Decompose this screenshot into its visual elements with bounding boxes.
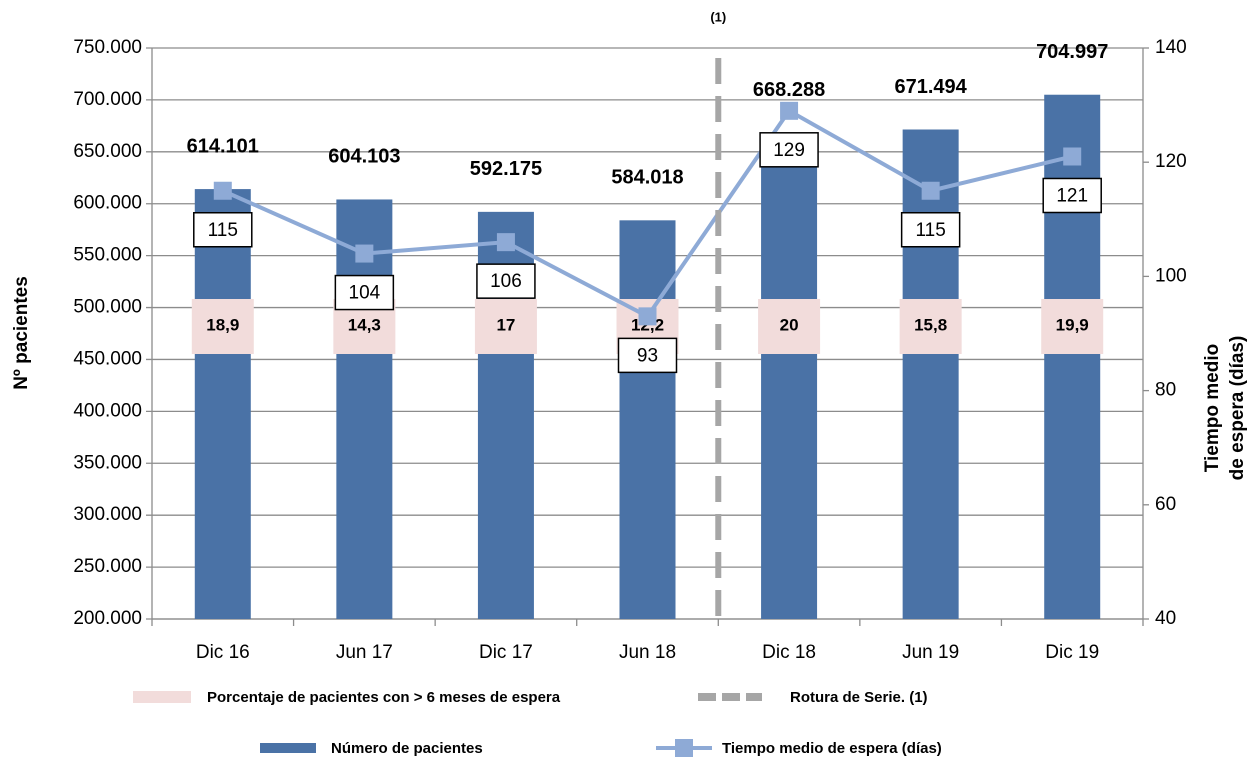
- bar-value-label: 704.997: [1036, 41, 1108, 63]
- y-tick-label: 750.000: [73, 37, 142, 58]
- x-tick-label: Jun 17: [336, 642, 393, 663]
- bar-value-label: 614.101: [187, 135, 259, 157]
- line-marker: [1063, 147, 1082, 166]
- y-tick-label: 650.000: [73, 141, 142, 162]
- line-value-label: 121: [1056, 186, 1088, 207]
- line-label-box: [193, 212, 253, 248]
- line-label-box: [334, 274, 395, 311]
- y2-tick-label: 120: [1155, 151, 1187, 172]
- line-marker: [213, 181, 232, 200]
- line-marker: [780, 101, 799, 120]
- y-axis-title: Nº pacientes: [11, 276, 32, 390]
- legend-label: Porcentaje de pacientes con > 6 meses de…: [207, 689, 561, 706]
- line-marker: [638, 307, 657, 326]
- line-label-box: [617, 337, 678, 374]
- percentage-label: 14,3: [348, 315, 381, 334]
- line-marker: [355, 244, 374, 263]
- x-tick-label: Dic 17: [479, 642, 533, 663]
- y2-tick-label: 80: [1155, 380, 1176, 401]
- line-value-label: 104: [349, 283, 381, 304]
- y-tick-label: 550.000: [73, 245, 142, 266]
- legend-swatch: [260, 743, 316, 753]
- line-label-box: [759, 132, 819, 168]
- line-marker: [921, 181, 940, 200]
- line-value-label: 106: [490, 271, 522, 292]
- bar: [336, 199, 393, 620]
- legend-label: Número de pacientes: [331, 740, 483, 757]
- percentage-box: [1041, 299, 1104, 354]
- percentage-label: 15,8: [914, 315, 947, 334]
- percentage-box: [758, 299, 821, 354]
- line-value-label: 93: [637, 345, 658, 366]
- bar-value-label: 671.494: [894, 76, 967, 98]
- y2-tick-label: 140: [1155, 37, 1187, 58]
- legend-label: Rotura de Serie. (1): [790, 689, 928, 706]
- bar-value-label: 584.018: [611, 167, 683, 189]
- bar-value-label: 668.288: [753, 79, 825, 101]
- bar: [761, 132, 818, 619]
- y2-tick-label: 40: [1155, 608, 1176, 629]
- line-marker: [496, 233, 515, 252]
- legend-swatch: [133, 691, 191, 703]
- y-tick-label: 300.000: [73, 504, 142, 525]
- percentage-label: 19,9: [1056, 315, 1089, 334]
- y2-tick-label: 60: [1155, 494, 1176, 515]
- x-tick-label: Jun 18: [619, 642, 676, 663]
- y2-axis-title: de espera (días): [1227, 336, 1248, 481]
- y-tick-label: 600.000: [73, 193, 142, 214]
- bar-value-label: 592.175: [470, 158, 542, 180]
- y-tick-label: 200.000: [73, 608, 142, 629]
- x-tick-label: Dic 18: [762, 642, 816, 663]
- y2-tick-label: 100: [1155, 265, 1187, 286]
- y-tick-label: 350.000: [73, 452, 142, 473]
- bar: [619, 220, 676, 619]
- percentage-box: [474, 299, 537, 354]
- line-value-label: 115: [208, 220, 238, 241]
- line-label-box: [1042, 177, 1102, 214]
- bar: [902, 129, 959, 620]
- percentage-box: [899, 299, 962, 354]
- line-label-box: [900, 212, 961, 248]
- legend-label: Tiempo medio de espera (días): [722, 740, 942, 757]
- y-tick-label: 250.000: [73, 556, 142, 577]
- bar: [1044, 94, 1101, 619]
- y-tick-label: 700.000: [73, 89, 142, 110]
- series-break-note: (1): [710, 9, 726, 24]
- line-value-label: 129: [773, 140, 805, 161]
- y-tick-label: 500.000: [73, 297, 142, 318]
- y2-axis-title: Tiempo medio: [1202, 344, 1223, 472]
- x-tick-label: Dic 19: [1045, 642, 1099, 663]
- line-value-label: 115: [915, 220, 945, 241]
- y-tick-label: 450.000: [73, 348, 142, 369]
- bar: [194, 189, 251, 619]
- line-label-box: [476, 263, 536, 299]
- bar-value-label: 604.103: [328, 146, 400, 168]
- y-tick-label: 400.000: [73, 400, 142, 421]
- percentage-label: 18,9: [206, 315, 239, 334]
- percentage-label: 20: [780, 315, 799, 334]
- percentage-box: [191, 299, 254, 354]
- percentage-label: 17: [496, 315, 515, 334]
- legend-swatch: [675, 739, 693, 757]
- x-tick-label: Jun 19: [902, 642, 959, 663]
- x-tick-label: Dic 16: [196, 642, 250, 663]
